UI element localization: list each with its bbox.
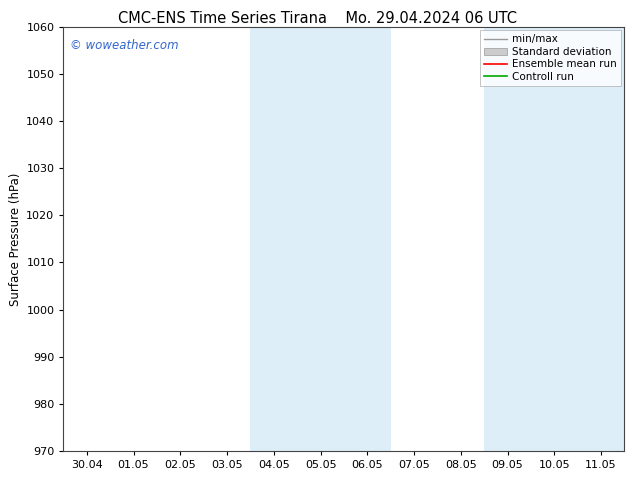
Legend: min/max, Standard deviation, Ensemble mean run, Controll run: min/max, Standard deviation, Ensemble me… (480, 30, 621, 86)
Bar (484, 27, 624, 451)
Bar (250, 27, 391, 451)
Y-axis label: Surface Pressure (hPa): Surface Pressure (hPa) (9, 172, 22, 306)
Text: © woweather.com: © woweather.com (70, 39, 179, 52)
Text: CMC-ENS Time Series Tirana    Mo. 29.04.2024 06 UTC: CMC-ENS Time Series Tirana Mo. 29.04.202… (117, 11, 517, 26)
